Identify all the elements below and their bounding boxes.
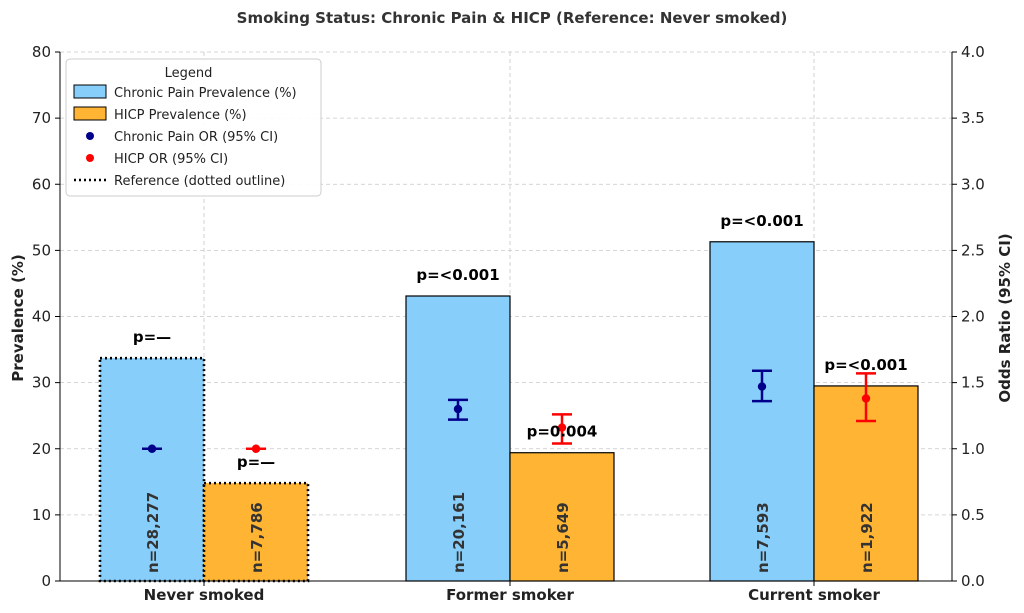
legend-marker: [86, 132, 94, 140]
tick-label-right: 4.0: [961, 43, 985, 61]
tick-label-left: 30: [32, 374, 51, 392]
tick-label-left: 0: [41, 572, 51, 590]
or-point: [147, 444, 157, 453]
n-label: n=20,161: [450, 492, 468, 573]
or-point: [251, 444, 261, 453]
tick-label-left: 60: [32, 175, 51, 193]
tick-label-right: 3.5: [961, 109, 985, 127]
tick-label-right: 1.5: [961, 374, 985, 392]
n-label: n=5,649: [554, 502, 572, 573]
or-point: [757, 382, 767, 391]
category-label: Never smoked: [144, 586, 265, 604]
legend-title: Legend: [165, 66, 213, 81]
legend-swatch: [73, 106, 107, 121]
legend-label: Chronic Pain OR (95% CI): [114, 130, 278, 145]
axes: 0 10 20 30 40 50 60 70 80 0.0 0.5 1.0 1.5 2.0 2.5 3.0 3.…: [32, 43, 985, 604]
legend-label: HICP Prevalence (%): [114, 108, 247, 123]
tick-label-right: 0.0: [961, 572, 985, 590]
tick-label-left: 10: [32, 506, 51, 524]
odds-ratio-markers: [142, 369, 876, 453]
legend-marker: [86, 154, 94, 162]
legend-label: HICP OR (95% CI): [114, 152, 228, 167]
or-point: [861, 394, 871, 403]
or-point: [453, 404, 463, 414]
tick-label-right: 3.0: [961, 175, 985, 193]
bar: [509, 452, 615, 582]
bars: [98, 241, 919, 583]
tick-label-right: 2.0: [961, 308, 985, 326]
n-label: n=7,786: [248, 502, 266, 573]
legend-swatch: [73, 84, 107, 99]
p-label: p=<0.001: [824, 356, 907, 374]
y-axis-label-left: Prevalence (%): [9, 254, 27, 382]
category-label: Former smoker: [446, 586, 574, 604]
legend-label: Reference (dotted outline): [114, 174, 285, 189]
or-point: [557, 423, 567, 432]
bar-labels: n=28,277 p=— n=20,161 p=<0.001 n=7,593 p=<0.0…: [133, 212, 908, 573]
chart-title: Smoking Status: Chronic Pain & HICP (Ref…: [237, 9, 788, 27]
legend-box: [65, 58, 322, 197]
p-label: p=<0.001: [416, 266, 499, 284]
bar: [98, 356, 206, 583]
legend: Legend Chronic Pain Prevalence (%) HICP Pr…: [65, 58, 322, 197]
legend-label: Chronic Pain Prevalence (%): [114, 86, 297, 101]
n-label: n=28,277: [144, 492, 162, 573]
bar: [202, 481, 310, 583]
tick-label-left: 80: [32, 43, 51, 61]
tick-label-right: 0.5: [961, 506, 985, 524]
category-label: Current smoker: [748, 586, 880, 604]
p-label: p=<0.001: [720, 212, 803, 230]
n-label: n=1,922: [858, 502, 876, 573]
tick-label-left: 50: [32, 241, 51, 259]
tick-label-left: 20: [32, 440, 51, 458]
p-label: p=0.004: [527, 423, 598, 441]
n-label: n=7,593: [754, 502, 772, 573]
tick-label-left: 70: [32, 109, 51, 127]
y-axis-label-right: Odds Ratio (95% CI): [996, 233, 1014, 402]
p-label: p=—: [133, 328, 171, 346]
p-label: p=—: [237, 453, 275, 471]
tick-label-right: 1.0: [961, 440, 985, 458]
tick-label-right: 2.5: [961, 241, 985, 259]
tick-label-left: 40: [32, 308, 51, 326]
